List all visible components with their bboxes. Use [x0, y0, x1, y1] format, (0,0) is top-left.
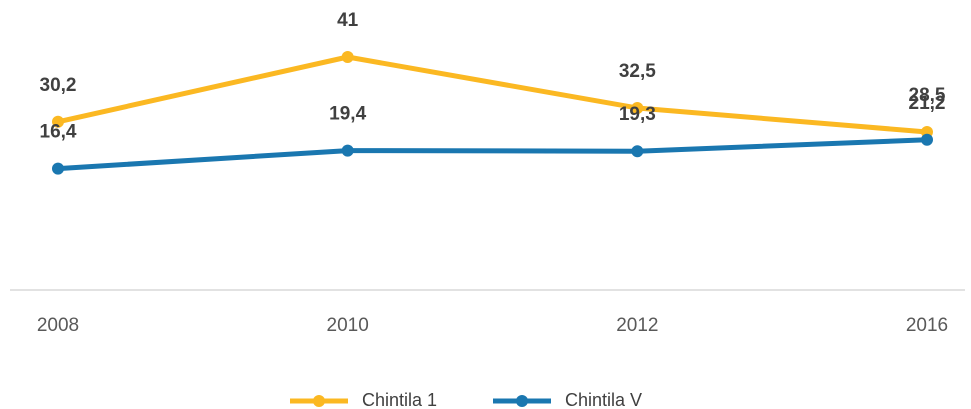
data-label: 32,5 — [619, 61, 656, 82]
data-label: 21,2 — [909, 93, 946, 114]
data-point — [52, 162, 64, 175]
data-point — [341, 51, 354, 63]
data-point — [631, 145, 644, 158]
data-point — [921, 133, 933, 146]
data-label: 30,2 — [40, 75, 77, 96]
data-point — [631, 102, 644, 114]
data-label: 41 — [337, 10, 359, 31]
data-label: 19,3 — [619, 104, 656, 125]
legend-marker — [516, 395, 528, 407]
data-point — [52, 115, 64, 128]
x-tick-label: 2012 — [616, 315, 658, 336]
data-label: 16,4 — [40, 122, 77, 143]
legend-marker — [313, 395, 325, 407]
data-label: 19,4 — [329, 104, 366, 125]
x-tick-label: 2010 — [327, 315, 369, 336]
data-point — [341, 144, 354, 157]
x-tick-label: 2008 — [37, 315, 79, 336]
legend-label: Chintila V — [565, 390, 642, 409]
data-label: 28,5 — [909, 85, 946, 106]
legend-label: Chintila 1 — [362, 390, 437, 409]
x-tick-label: 2016 — [906, 315, 948, 336]
series-line — [57, 54, 928, 135]
series-line — [57, 137, 928, 172]
